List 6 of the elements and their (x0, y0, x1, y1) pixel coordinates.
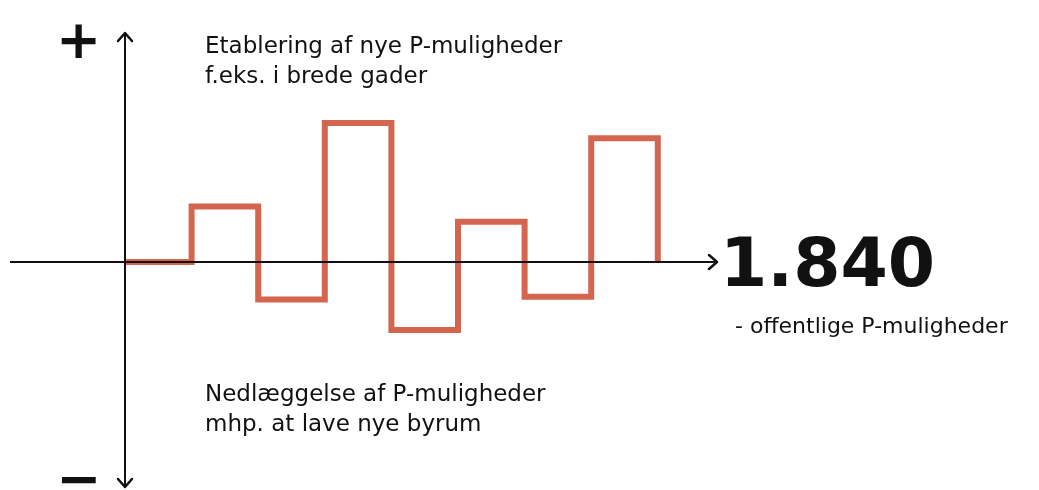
text: Nedlæggelse af P-muligheder mhp. at lave nye byrum (205, 380, 547, 436)
text: 1.840 (720, 223, 936, 302)
text: Etablering af nye P-muligheder f.eks. i brede gader (205, 32, 563, 88)
text: - offentlige P-muligheder (735, 313, 1009, 338)
text: + (56, 8, 102, 71)
text: − (56, 447, 102, 490)
